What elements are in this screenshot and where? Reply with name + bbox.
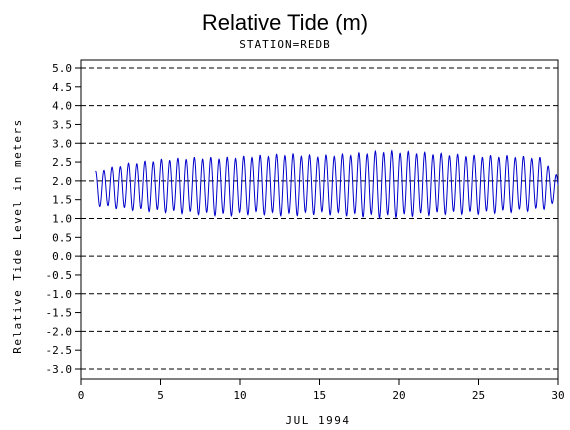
y-tick-label: 5.0 <box>52 62 72 75</box>
x-tick-label: 0 <box>78 389 85 402</box>
x-tick-label: 25 <box>472 389 485 402</box>
y-tick-label: 3.0 <box>52 137 72 150</box>
y-tick-label: 1.0 <box>52 213 72 226</box>
y-tick-label: 3.5 <box>52 118 72 131</box>
y-axis-label: Relative Tide Level in meters <box>11 118 24 354</box>
x-axis: 0 5 10 15 20 25 30 <box>78 379 565 402</box>
plot-frame <box>80 59 559 380</box>
y-tick-label: 4.5 <box>52 81 72 94</box>
y-tick-label: -0.5 <box>46 269 73 282</box>
y-tick-label: -1.5 <box>46 307 73 320</box>
y-axis: -3.0 -2.5 -2.0 -1.5 -1.0 -0.5 0.0 0.5 1.0 1.5 2.0 2… <box>46 62 81 376</box>
y-tick-label: -1.0 <box>46 288 73 301</box>
y-tick-label: -2.5 <box>46 344 73 357</box>
y-tick-label: -2.0 <box>46 325 73 338</box>
y-tick-label: 0.5 <box>52 231 72 244</box>
chart-title: Relative Tide (m) <box>202 10 368 35</box>
x-tick-label: 30 <box>551 389 564 402</box>
y-tick-label: 0.0 <box>52 250 72 263</box>
y-tick-label: 2.5 <box>52 156 72 169</box>
x-tick-label: 5 <box>157 389 164 402</box>
x-tick-label: 20 <box>392 389 405 402</box>
x-axis-label: JUL 1994 <box>286 414 351 427</box>
x-tick-label: 15 <box>313 389 326 402</box>
grid-lines <box>81 67 558 370</box>
series-line <box>95 149 559 219</box>
x-tick-label: 10 <box>233 389 246 402</box>
chart-subtitle: STATION=REDB <box>239 38 330 51</box>
y-tick-label: 1.5 <box>52 194 72 207</box>
y-tick-label: -3.0 <box>46 363 73 376</box>
y-tick-label: 4.0 <box>52 100 72 113</box>
series-group <box>95 149 559 219</box>
y-tick-label: 2.0 <box>52 175 72 188</box>
